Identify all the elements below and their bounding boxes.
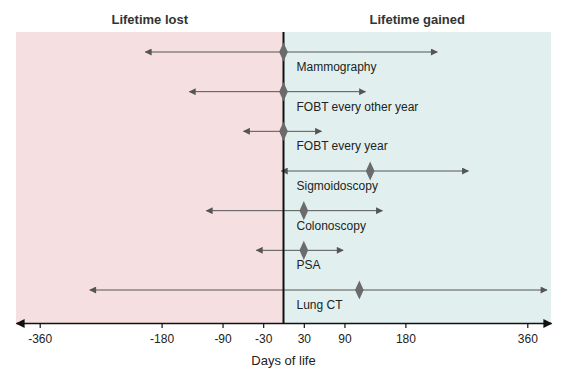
category-label: Lung CT: [297, 298, 344, 312]
point: [366, 161, 375, 180]
tick-label: -30: [255, 332, 273, 346]
tick-label: 90: [338, 332, 352, 346]
tick: -90: [214, 323, 232, 346]
point: [299, 201, 308, 220]
interval: [206, 210, 382, 211]
point: [279, 42, 288, 61]
tick-mark: [304, 323, 305, 328]
chart: Lifetime lost Lifetime gained Mammography F…: [0, 0, 569, 373]
marks: [90, 32, 547, 323]
tick-mark: [263, 323, 264, 328]
left-label: Lifetime lost: [111, 12, 188, 27]
right-label: Lifetime gained: [370, 12, 465, 27]
tick: -180: [150, 323, 174, 346]
tick-label: -360: [28, 332, 52, 346]
point: [355, 280, 364, 299]
tick-label: 30: [298, 332, 312, 346]
gained-region: [284, 32, 552, 323]
regions: [16, 32, 551, 323]
x-axis: -360 -180 -90 -30 30 90 180 360: [17, 323, 552, 346]
lost-region: [16, 32, 284, 323]
interval: [189, 91, 365, 92]
category-label: PSA: [297, 258, 321, 272]
tick: 90: [338, 323, 352, 346]
tick-label: -180: [150, 332, 174, 346]
interval: [145, 52, 437, 53]
tick: -360: [28, 323, 52, 346]
category-label: Sigmoidoscopy: [297, 179, 378, 193]
category-label: FOBT every year: [297, 139, 388, 153]
tick-mark: [222, 323, 223, 328]
tick: 30: [298, 323, 312, 346]
x-axis-title: Days of life: [251, 353, 315, 368]
category-label: FOBT every other year: [297, 100, 419, 114]
tick-label: 360: [518, 332, 538, 346]
tick-mark: [40, 323, 41, 328]
tick-mark: [527, 323, 528, 328]
tick: 360: [518, 323, 538, 346]
tick-mark: [344, 323, 345, 328]
point: [279, 122, 288, 141]
interval: [90, 290, 547, 291]
category-label: Mammography: [297, 60, 377, 74]
tick: 180: [396, 323, 416, 346]
tick-mark: [405, 323, 406, 328]
tick: -30: [255, 323, 273, 346]
category-label: Colonoscopy: [297, 219, 366, 233]
axis-line: [17, 323, 552, 325]
point: [299, 241, 308, 260]
tick-label: 180: [396, 332, 416, 346]
interval: [281, 171, 468, 172]
tick-mark: [162, 323, 163, 328]
point: [279, 82, 288, 101]
reference-line: [283, 32, 285, 323]
tick-label: -90: [214, 332, 232, 346]
